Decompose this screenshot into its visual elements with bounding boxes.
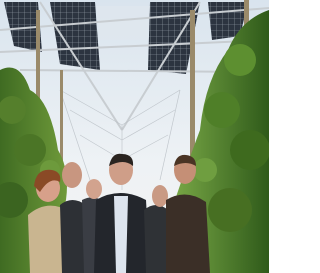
photo <box>0 0 269 273</box>
people <box>28 154 210 273</box>
